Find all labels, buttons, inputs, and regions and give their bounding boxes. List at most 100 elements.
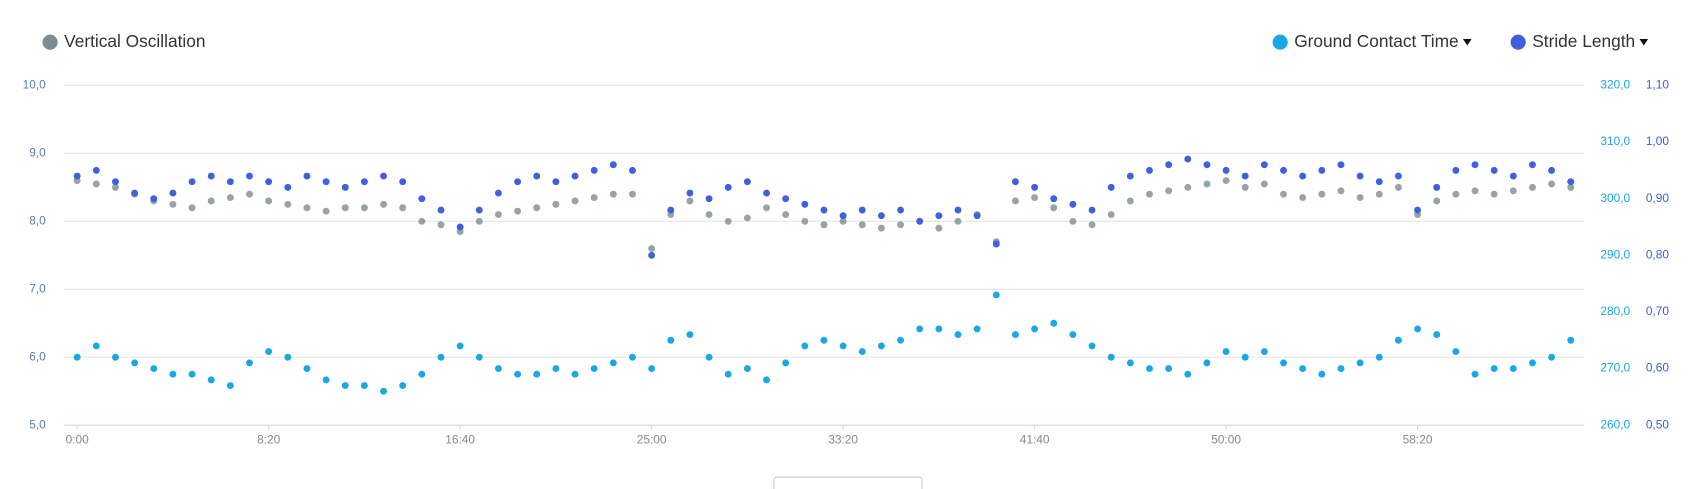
point	[1375, 178, 1383, 186]
point	[514, 370, 522, 378]
point	[858, 206, 866, 214]
legend-marker[interactable]	[1272, 34, 1288, 50]
point	[265, 178, 273, 186]
point	[1203, 180, 1211, 188]
point	[322, 207, 330, 215]
point	[1280, 359, 1287, 367]
point	[1433, 197, 1441, 205]
point	[1337, 161, 1345, 169]
point	[1280, 166, 1287, 174]
point	[916, 217, 924, 225]
point	[92, 180, 100, 188]
point	[1107, 353, 1115, 361]
point	[456, 223, 464, 231]
point	[1337, 365, 1345, 373]
point	[246, 172, 253, 180]
point	[207, 197, 215, 205]
x-tick-label: 16:40	[445, 432, 475, 446]
point	[1452, 190, 1460, 198]
point	[877, 212, 885, 220]
point	[1299, 172, 1307, 180]
point	[418, 195, 426, 203]
point	[782, 211, 790, 219]
legend-label[interactable]: Stride Length	[1532, 31, 1635, 51]
y-tick-label: 10,0	[23, 78, 47, 92]
point	[590, 194, 598, 202]
point	[743, 214, 751, 222]
point	[571, 197, 579, 205]
point	[226, 194, 234, 202]
point	[169, 200, 177, 208]
x-tick-label: 33:20	[828, 432, 858, 446]
point	[954, 217, 962, 225]
legend-label[interactable]: Ground Contact Time	[1294, 31, 1458, 51]
point	[667, 336, 675, 344]
point	[1222, 166, 1230, 174]
point	[1126, 172, 1134, 180]
point	[1203, 359, 1211, 367]
point	[533, 172, 541, 180]
point	[437, 221, 445, 229]
point	[877, 342, 885, 350]
point	[1509, 187, 1517, 195]
point	[73, 353, 81, 361]
x-tick-label: 0:00	[66, 432, 90, 446]
legend-label[interactable]: Vertical Oscillation	[64, 31, 205, 51]
point	[1356, 194, 1364, 202]
point	[1452, 348, 1460, 356]
point	[782, 195, 790, 203]
point	[1433, 183, 1441, 191]
point	[533, 204, 541, 212]
point	[437, 353, 445, 361]
point	[322, 376, 330, 384]
point	[552, 200, 560, 208]
point	[1509, 172, 1517, 180]
point	[475, 206, 483, 214]
point	[494, 189, 502, 197]
point	[686, 197, 694, 205]
point	[992, 291, 1000, 299]
point	[629, 166, 636, 174]
y-tick-label: 8,0	[29, 213, 46, 227]
point	[341, 382, 349, 390]
point	[1011, 197, 1019, 205]
point	[73, 172, 81, 180]
y-tick-label: 7,0	[29, 281, 46, 295]
point	[1490, 190, 1498, 198]
y3-tick-label: 0,70	[1646, 304, 1670, 318]
point	[954, 206, 962, 214]
point	[1260, 348, 1268, 356]
point	[1529, 359, 1536, 367]
point	[877, 224, 885, 232]
point	[303, 204, 311, 212]
point	[1069, 200, 1077, 208]
point	[1088, 206, 1096, 214]
point	[246, 190, 253, 198]
point	[1222, 177, 1230, 185]
point	[1088, 342, 1096, 350]
dropdown-arrow[interactable]	[1462, 38, 1472, 46]
point	[705, 211, 713, 219]
point	[494, 211, 502, 219]
point	[1414, 206, 1422, 214]
point	[897, 336, 905, 344]
point	[782, 359, 790, 367]
point	[284, 353, 292, 361]
view-select[interactable]	[773, 476, 923, 489]
point	[648, 365, 656, 373]
point	[207, 376, 215, 384]
legend-marker[interactable]	[1510, 34, 1526, 50]
point	[1509, 365, 1517, 373]
point	[1031, 325, 1039, 333]
point	[686, 189, 694, 197]
point	[705, 195, 713, 203]
point	[1548, 353, 1556, 361]
point	[954, 331, 962, 339]
legend-marker[interactable]	[42, 34, 58, 50]
point	[1567, 178, 1575, 186]
x-tick-label: 8:20	[257, 432, 281, 446]
point	[1414, 325, 1422, 333]
point	[763, 204, 770, 212]
point	[820, 206, 828, 214]
dropdown-arrow[interactable]	[1639, 38, 1649, 46]
